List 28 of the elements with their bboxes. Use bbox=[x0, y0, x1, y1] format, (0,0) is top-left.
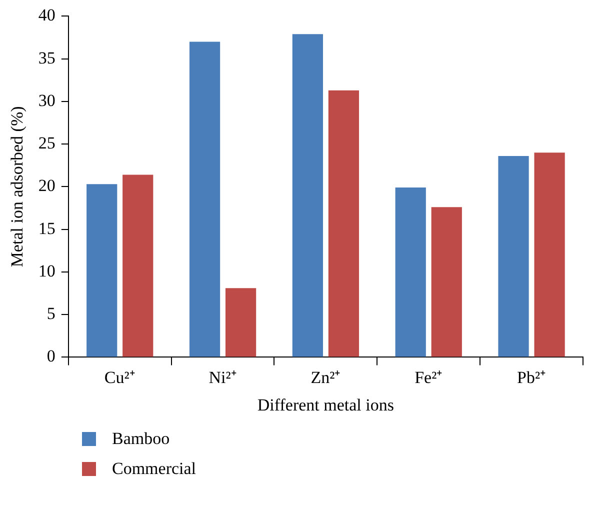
x-tick-label: Fe²⁺ bbox=[414, 368, 443, 387]
bar bbox=[292, 34, 323, 357]
legend-label: Bamboo bbox=[112, 429, 170, 449]
y-tick-label: 10 bbox=[38, 261, 56, 280]
bar bbox=[498, 156, 529, 357]
bar bbox=[431, 207, 462, 357]
bar bbox=[86, 184, 118, 357]
y-tick-label: 30 bbox=[38, 90, 56, 110]
bar bbox=[122, 174, 154, 357]
y-tick-label: 40 bbox=[38, 6, 56, 25]
y-tick-label: 25 bbox=[38, 134, 56, 153]
y-tick-label: 5 bbox=[46, 304, 56, 324]
x-tick-label: Ni²⁺ bbox=[208, 368, 237, 387]
y-tick-label: 35 bbox=[38, 48, 56, 68]
bar bbox=[328, 90, 360, 357]
bar bbox=[395, 188, 426, 357]
bar bbox=[189, 42, 220, 357]
y-tick-label: 15 bbox=[38, 218, 56, 238]
x-axis-title: Different metal ions bbox=[257, 395, 394, 414]
y-axis-title: Metal ion adsorbed (%) bbox=[8, 106, 27, 268]
x-tick-label: Pb²⁺ bbox=[517, 368, 546, 387]
bar bbox=[225, 288, 256, 357]
x-tick-label: Zn²⁺ bbox=[310, 368, 341, 387]
bar bbox=[534, 152, 565, 357]
legend-label: Commercial bbox=[112, 459, 196, 479]
y-tick-label: 20 bbox=[38, 176, 56, 196]
x-tick-label: Cu²⁺ bbox=[104, 368, 136, 387]
y-tick-label: 0 bbox=[46, 346, 56, 366]
